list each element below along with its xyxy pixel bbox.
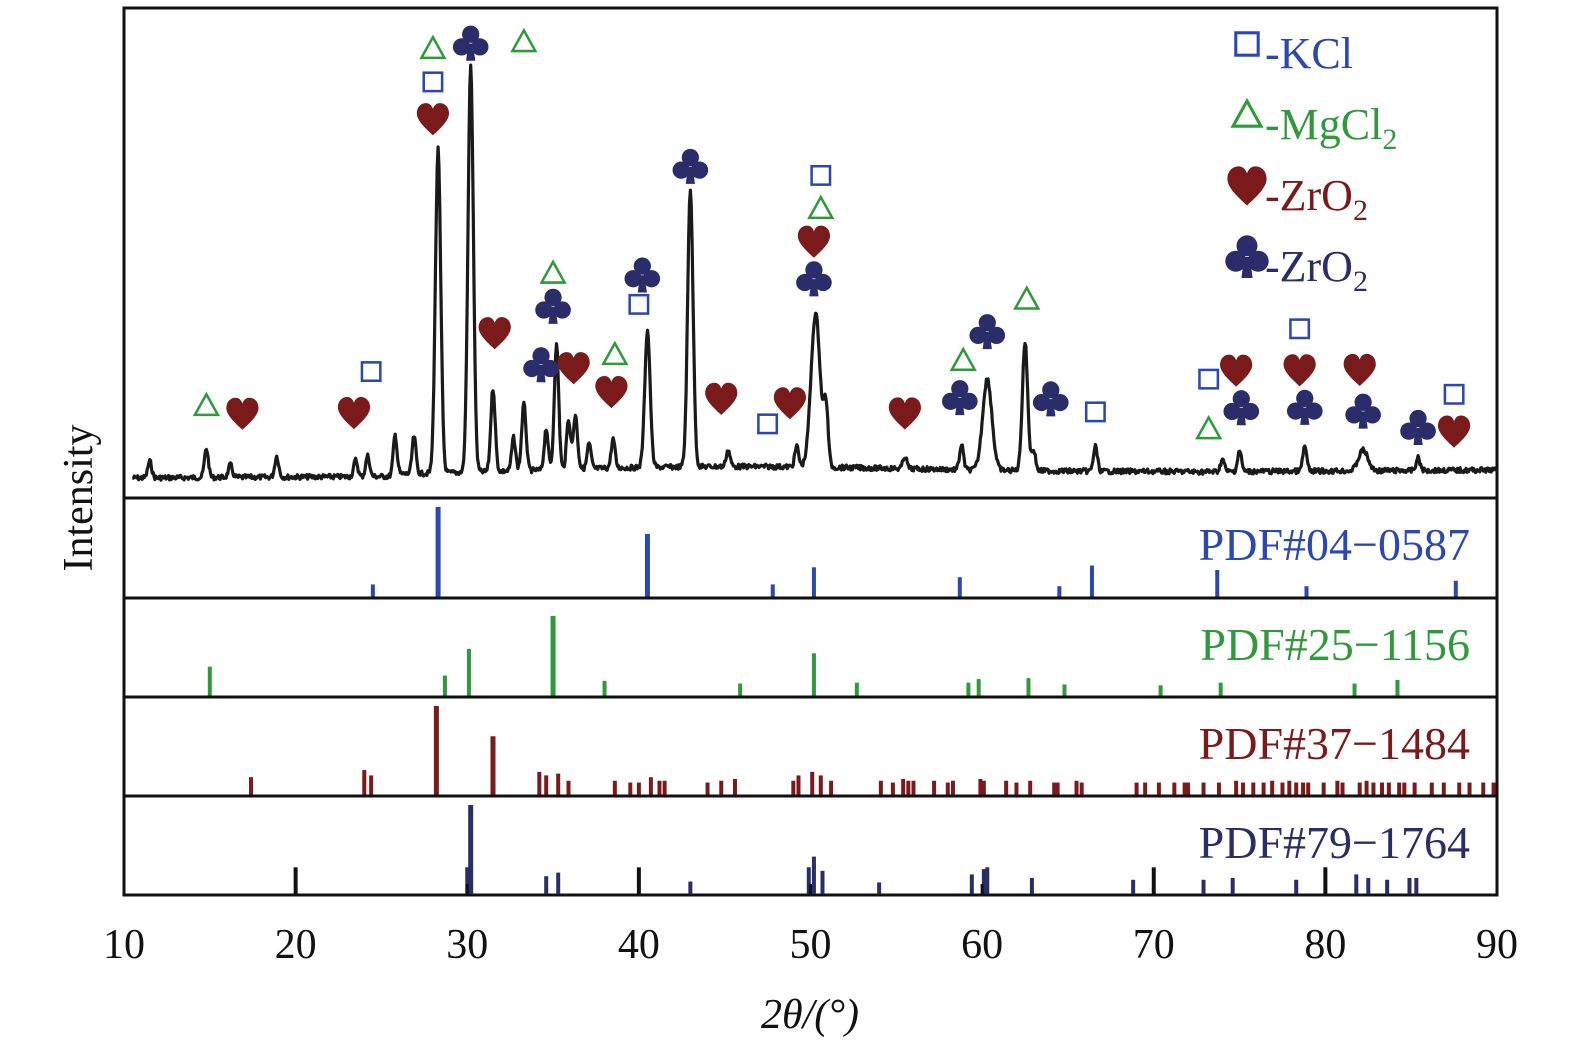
kcl-marker bbox=[360, 361, 382, 383]
reference-panels: PDF#04−0587 PDF#25−1156 PDF#37−1484 PDF#79−… bbox=[122, 496, 1499, 897]
zro2-tetragonal-marker bbox=[1225, 235, 1269, 278]
legend-label: -KCl bbox=[1265, 29, 1353, 78]
reference-panel-1: PDF#04−0587 bbox=[122, 496, 1499, 600]
reference-label: PDF#25−1156 bbox=[1200, 619, 1470, 670]
zro2-tetragonal-marker bbox=[535, 288, 571, 324]
legend-label: -ZrO2 bbox=[1265, 242, 1368, 298]
kcl-marker bbox=[1234, 31, 1260, 57]
legend-entry-club: -ZrO2 bbox=[1225, 235, 1368, 298]
mgcl2-marker bbox=[192, 391, 221, 417]
zro2-tetragonal-marker bbox=[1032, 381, 1069, 417]
x-tick-label: 70 bbox=[1133, 922, 1175, 968]
zro2-monoclinic-marker bbox=[226, 397, 259, 430]
mgcl2-marker bbox=[949, 346, 977, 372]
mgcl2-marker bbox=[1230, 97, 1264, 128]
zro2-monoclinic-marker bbox=[1343, 353, 1376, 387]
kcl-marker bbox=[1443, 383, 1465, 405]
zro2-tetragonal-marker bbox=[624, 257, 661, 293]
mgcl2-marker bbox=[510, 27, 538, 53]
x-tick-label: 90 bbox=[1476, 922, 1518, 968]
zro2-tetragonal-marker bbox=[941, 380, 978, 416]
reference-label: PDF#37−1484 bbox=[1199, 718, 1470, 769]
zro2-monoclinic-marker bbox=[1227, 166, 1267, 206]
zro2-tetragonal-marker bbox=[1223, 390, 1260, 426]
mgcl2-marker bbox=[1195, 414, 1223, 440]
mgcl2-marker bbox=[1013, 285, 1041, 310]
x-axis-label: 2θ/(°) bbox=[761, 992, 859, 1038]
zro2-monoclinic-marker bbox=[1220, 354, 1253, 387]
zro2-monoclinic-marker bbox=[773, 387, 807, 420]
kcl-marker bbox=[1289, 318, 1311, 340]
mgcl2-marker bbox=[539, 259, 567, 284]
phase-markers bbox=[192, 25, 1471, 448]
y-axis-label: Intensity bbox=[56, 425, 102, 572]
axes: 10 20 30 40 50 60 70 80 90 2θ/(°) Intensity bbox=[56, 425, 1518, 1038]
xrd-pattern-line bbox=[131, 63, 1499, 482]
zro2-monoclinic-marker bbox=[705, 382, 738, 415]
kcl-marker bbox=[628, 293, 650, 315]
kcl-marker bbox=[1198, 368, 1220, 390]
mgcl2-marker bbox=[601, 340, 629, 366]
kcl-marker bbox=[422, 71, 444, 93]
zro2-monoclinic-marker bbox=[888, 397, 921, 430]
x-tick-label: 10 bbox=[103, 922, 145, 968]
legend: -KCl -MgCl2 -ZrO2 -ZrO2 bbox=[1225, 29, 1397, 298]
reference-panel-4: PDF#79−1764 bbox=[122, 794, 1499, 897]
zro2-monoclinic-marker bbox=[595, 376, 628, 409]
x-tick-label: 30 bbox=[446, 922, 488, 968]
zro2-tetragonal-marker bbox=[1286, 389, 1323, 425]
legend-entry-triangle: -MgCl2 bbox=[1230, 97, 1397, 156]
zro2-monoclinic-marker bbox=[416, 103, 450, 136]
zro2-monoclinic-marker bbox=[1283, 354, 1316, 387]
zro2-tetragonal-marker bbox=[523, 347, 559, 383]
x-tick-label: 80 bbox=[1304, 922, 1346, 968]
zro2-tetragonal-marker bbox=[796, 261, 832, 297]
zro2-monoclinic-marker bbox=[478, 317, 511, 350]
legend-entry-heart: -ZrO2 bbox=[1227, 166, 1368, 227]
x-tick-label: 40 bbox=[618, 922, 660, 968]
legend-label: -ZrO2 bbox=[1265, 171, 1368, 227]
zro2-tetragonal-marker bbox=[969, 314, 1006, 350]
reference-panel-2: PDF#25−1156 bbox=[122, 596, 1499, 699]
kcl-marker bbox=[1084, 401, 1106, 423]
legend-label: -MgCl2 bbox=[1265, 100, 1397, 156]
reference-label: PDF#79−1764 bbox=[1199, 817, 1470, 868]
reference-panel-3: PDF#37−1484 bbox=[122, 695, 1499, 798]
zro2-tetragonal-marker bbox=[1345, 393, 1381, 429]
zro2-tetragonal-marker bbox=[672, 148, 709, 184]
zro2-monoclinic-marker bbox=[797, 225, 831, 258]
kcl-marker bbox=[757, 413, 779, 435]
zro2-monoclinic-marker bbox=[1437, 415, 1471, 448]
zro2-monoclinic-marker bbox=[337, 397, 371, 430]
zro2-tetragonal-marker bbox=[452, 25, 489, 61]
zro2-tetragonal-marker bbox=[1400, 409, 1436, 445]
zro2-monoclinic-marker bbox=[557, 352, 590, 385]
x-tick-label: 60 bbox=[961, 922, 1003, 968]
mgcl2-marker bbox=[807, 194, 835, 220]
x-tick-label: 20 bbox=[275, 922, 317, 968]
x-tick-label: 50 bbox=[790, 922, 832, 968]
kcl-marker bbox=[810, 164, 832, 186]
legend-entry-square: -KCl bbox=[1234, 29, 1353, 78]
reference-label: PDF#04−0587 bbox=[1199, 519, 1470, 570]
mgcl2-marker bbox=[419, 34, 447, 60]
